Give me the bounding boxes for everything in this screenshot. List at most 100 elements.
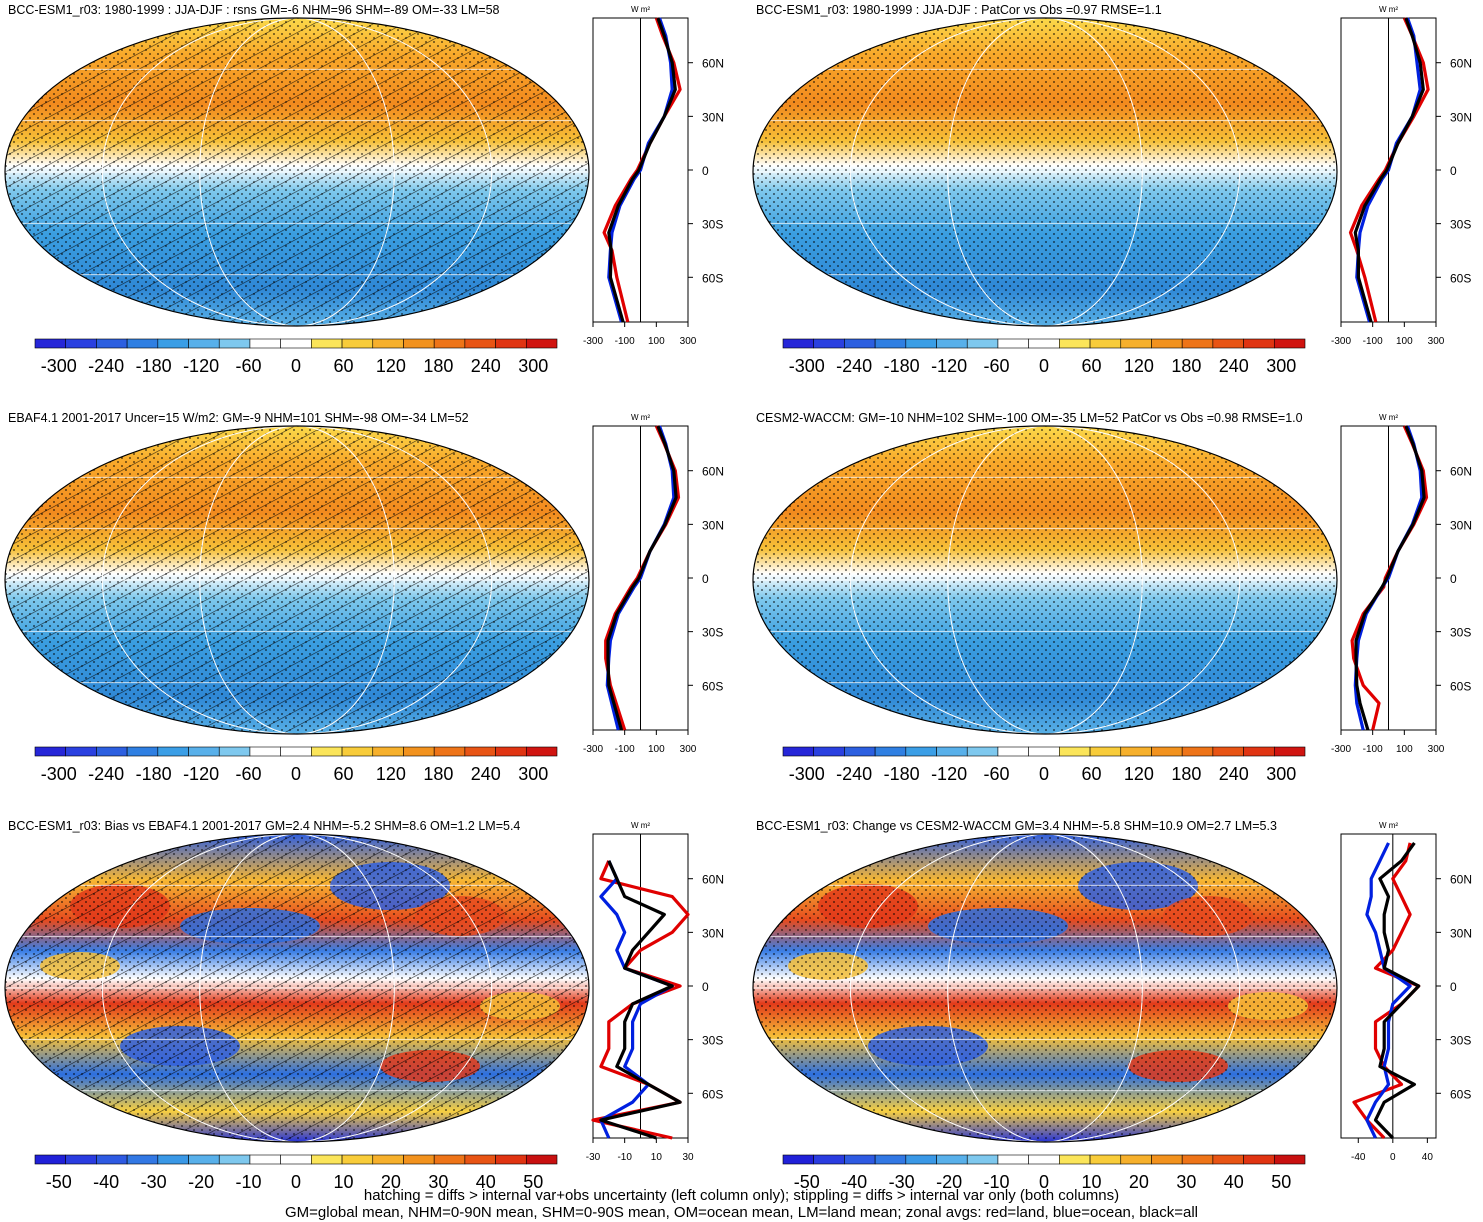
colorbar-tick-label: -240 (88, 356, 124, 376)
colorbar-tick-label: 0 (1039, 356, 1049, 376)
colorbar-segment (905, 1154, 937, 1165)
colorbar-tick-label: -120 (931, 764, 967, 784)
profile-series-line (1373, 841, 1421, 1140)
colorbar-segment (403, 1154, 435, 1165)
colorbar-tick-label: 120 (376, 356, 406, 376)
colorbar-tick-label: -300 (789, 356, 825, 376)
colorbar-segment (782, 338, 815, 349)
colorbar-segment (844, 746, 876, 757)
zonal-profile: W m² 60N 30N 0 30S 60S -300 -100 100 300 (1331, 5, 1472, 347)
colorbar-tick-label: -300 (41, 764, 77, 784)
profile-x-label: 30 (682, 1152, 694, 1163)
profile-x-label: -100 (1363, 744, 1383, 755)
map (752, 17, 1338, 327)
profile-x-label: 100 (648, 744, 665, 755)
colorbar-segment (1120, 1154, 1152, 1165)
colorbar-segment (126, 746, 159, 757)
profile-lat-label: 60S (1450, 271, 1471, 285)
colorbar-tick-label: -180 (884, 356, 920, 376)
panel: CESM2-WACCM: GM=-10 NHM=102 SHM=-100 OM=… (752, 411, 1472, 784)
profile-lat-label: 30S (1450, 1034, 1471, 1048)
colorbar-tick-label: -40 (841, 1172, 867, 1192)
colorbar-segment (311, 338, 343, 349)
colorbar-segment (495, 746, 527, 757)
colorbar-segment (525, 338, 558, 349)
colorbar-tick-label: 240 (471, 356, 501, 376)
profile-x-label: -300 (583, 744, 603, 755)
colorbar-segment (464, 338, 496, 349)
colorbar-tick-label: 0 (1039, 764, 1049, 784)
colorbar-segment (65, 338, 97, 349)
colorbar-segment (1181, 338, 1214, 349)
colorbar-tick-label: -300 (41, 356, 77, 376)
profile-x-label: 100 (1396, 744, 1413, 755)
colorbar-segment (874, 338, 907, 349)
colorbar-segment (1089, 1154, 1122, 1165)
colorbar-tick-label: -120 (183, 356, 219, 376)
profile-unit-label: W m² (631, 5, 650, 14)
colorbar-segment (311, 746, 343, 757)
colorbar-segment (280, 1154, 312, 1165)
profile-x-label: 100 (1396, 336, 1413, 347)
colorbar-segment (905, 338, 937, 349)
colorbar-segment (1059, 1154, 1091, 1165)
colorbar-segment (966, 338, 999, 349)
colorbar-tick-label: -300 (789, 764, 825, 784)
colorbar-segment (1028, 338, 1060, 349)
colorbar-segment (96, 338, 128, 349)
colorbar-tick-label: 40 (476, 1172, 496, 1192)
profile-lat-label: 60S (702, 679, 723, 693)
colorbar-segment (188, 1154, 220, 1165)
colorbar-segment (341, 1154, 374, 1165)
map (4, 425, 590, 735)
profile-lat-label: 60N (1450, 57, 1472, 71)
profile-unit-label: W m² (1379, 821, 1398, 830)
profile-lat-label: 0 (1450, 980, 1457, 994)
colorbar-segment (1059, 746, 1091, 757)
colorbar-segment (782, 1154, 815, 1165)
colorbar-tick-label: -180 (884, 764, 920, 784)
profile-series-line (599, 860, 674, 1139)
colorbar-segment (280, 746, 312, 757)
colorbar-tick-label: 10 (1081, 1172, 1101, 1192)
profile-series-line (607, 17, 677, 323)
colorbar-segment (495, 338, 527, 349)
profile-lat-label: 30S (702, 1034, 723, 1048)
colorbar-segment (525, 1154, 558, 1165)
colorbar-segment (966, 746, 999, 757)
profile-series-line (599, 860, 682, 1140)
colorbar-tick-label: 180 (423, 764, 453, 784)
panel-title: BCC-ESM1_r03: Change vs CESM2-WACCM GM=3… (756, 819, 1277, 833)
colorbar-tick-label: -50 (794, 1172, 820, 1192)
map (4, 17, 590, 327)
profile-x-label: -30 (586, 1152, 601, 1163)
colorbar-segment (1151, 746, 1183, 757)
map-border (752, 833, 1338, 1143)
colorbar-segment (1120, 746, 1152, 757)
colorbar-segment (997, 338, 1029, 349)
profile-lat-label: 0 (1450, 164, 1457, 178)
colorbar-segment (372, 1154, 404, 1165)
colorbar-segment (1059, 338, 1091, 349)
profile-lat-label: 30S (702, 218, 723, 232)
colorbar-tick-label: -120 (931, 356, 967, 376)
colorbar-tick-label: -240 (88, 764, 124, 784)
colorbar-segment (936, 1154, 968, 1165)
profile-lat-label: 0 (702, 572, 709, 586)
map-border (752, 425, 1338, 735)
colorbar-segment (1243, 746, 1275, 757)
colorbar-segment (936, 746, 968, 757)
profile-x-label: -100 (615, 336, 635, 347)
profile-lat-label: 60S (702, 271, 723, 285)
colorbar-segment (874, 1154, 907, 1165)
map-border (4, 833, 590, 1143)
profile-lat-label: 60S (702, 1087, 723, 1101)
map (752, 833, 1338, 1143)
zonal-profile: W m² 60N 30N 0 30S 60S -40 0 40 (1340, 821, 1472, 1163)
colorbar-segment (96, 1154, 128, 1165)
profile-lat-label: 30N (702, 926, 724, 940)
profile-x-label: 300 (680, 336, 697, 347)
colorbar-segment (157, 746, 189, 757)
colorbar-tick-label: 30 (1176, 1172, 1196, 1192)
